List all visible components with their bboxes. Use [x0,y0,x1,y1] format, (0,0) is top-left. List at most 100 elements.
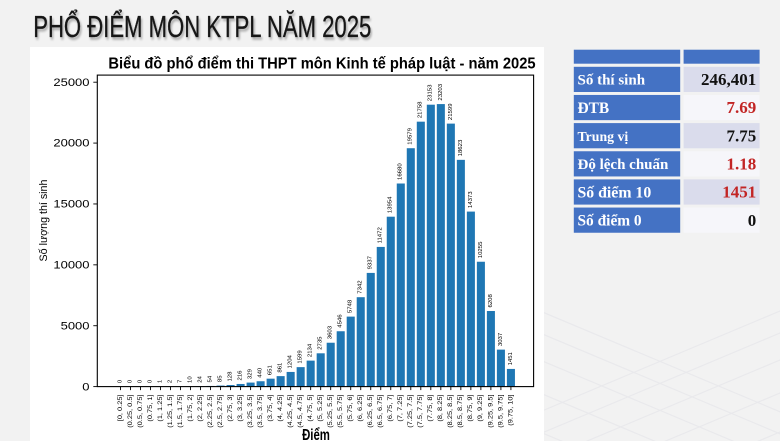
svg-text:(6.25, 6.5]: (6.25, 6.5] [368,394,374,427]
svg-text:(4, 4.25]: (4, 4.25] [277,394,283,421]
svg-text:(6, 6.25]: (6, 6.25] [358,394,364,421]
svg-text:21599: 21599 [448,103,454,120]
svg-text:5748: 5748 [348,300,354,313]
svg-text:(7.5, 7.75]: (7.5, 7.75] [418,394,424,427]
svg-text:ĐTB: ĐTB [578,100,610,117]
svg-text:(6.5, 6.75]: (6.5, 6.75] [378,394,384,427]
svg-text:1: 1 [158,380,164,383]
svg-text:19579: 19579 [408,128,414,145]
svg-text:1.18: 1.18 [727,154,757,173]
svg-text:18623: 18623 [458,140,464,157]
svg-text:2134: 2134 [308,344,314,357]
svg-text:(9.75, 10]: (9.75, 10] [508,394,514,425]
svg-text:(5.75, 6]: (5.75, 6] [348,394,354,421]
svg-text:Số lượng thí sinh: Số lượng thí sinh [38,180,50,262]
svg-text:(2.5, 2.75]: (2.5, 2.75] [217,394,223,427]
svg-text:(1.25, 1.5]: (1.25, 1.5] [167,394,173,427]
svg-text:329: 329 [248,369,254,379]
svg-text:(1.5, 1.75]: (1.5, 1.75] [177,394,183,427]
svg-text:861: 861 [278,363,284,373]
svg-text:651: 651 [268,365,274,375]
svg-text:(9.25, 9.5]: (9.25, 9.5] [488,394,494,427]
svg-text:13954: 13954 [388,197,394,214]
svg-text:(9, 9.25]: (9, 9.25] [478,394,484,421]
svg-text:0: 0 [748,211,757,230]
svg-text:0: 0 [128,380,134,383]
svg-text:(7.25, 7.5]: (7.25, 7.5] [408,394,414,427]
svg-text:246,401: 246,401 [701,70,756,89]
svg-text:6208: 6208 [488,294,494,307]
svg-text:3603: 3603 [328,326,334,339]
svg-text:PHỔ ĐIỂM MÔN KTPL NĂM 2025: PHỔ ĐIỂM MÔN KTPL NĂM 2025 [33,10,371,44]
svg-text:10: 10 [188,376,194,383]
svg-text:2: 2 [168,380,174,383]
svg-text:(2.75, 3]: (2.75, 3] [227,394,233,421]
svg-text:0: 0 [82,380,90,393]
svg-text:0: 0 [118,380,124,383]
svg-text:Biểu đồ phổ điểm thi THPT môn: Biểu đồ phổ điểm thi THPT môn Kinh tế ph… [108,55,536,73]
svg-text:Trung vị: Trung vị [578,129,629,144]
svg-text:(1, 1.25]: (1, 1.25] [157,394,163,421]
svg-text:(2.25, 2.5]: (2.25, 2.5] [207,394,213,427]
svg-text:23153: 23153 [428,85,434,102]
svg-text:20000: 20000 [53,137,89,150]
svg-text:1451: 1451 [508,352,514,365]
svg-text:7.69: 7.69 [727,98,757,117]
svg-text:128: 128 [228,372,234,382]
svg-text:(1.75, 2]: (1.75, 2] [187,394,193,421]
svg-text:21758: 21758 [418,102,424,119]
svg-text:0: 0 [138,380,144,383]
svg-text:440: 440 [258,368,264,378]
svg-text:24: 24 [198,376,204,383]
svg-text:1204: 1204 [288,355,294,368]
svg-text:(7, 7.25]: (7, 7.25] [398,394,404,421]
svg-text:1451: 1451 [722,183,756,202]
svg-text:1599: 1599 [298,350,304,363]
svg-text:Độ lệch chuẩn: Độ lệch chuẩn [578,157,670,173]
svg-text:Số thí sinh: Số thí sinh [578,73,646,89]
svg-text:(6.75, 7]: (6.75, 7] [388,394,394,421]
svg-text:216: 216 [238,370,244,380]
svg-text:[0, 0.25]: [0, 0.25] [117,394,123,421]
svg-text:(9.5, 9.75]: (9.5, 9.75] [498,394,504,427]
svg-text:10255: 10255 [478,242,484,259]
svg-text:(4.5, 4.75]: (4.5, 4.75] [297,394,303,427]
svg-text:(2, 2.25]: (2, 2.25] [197,394,203,421]
svg-text:Điểm: Điểm [302,425,330,441]
svg-text:3037: 3037 [498,333,504,346]
svg-text:(8, 8.25]: (8, 8.25] [438,394,444,421]
svg-text:(3.25, 3.5]: (3.25, 3.5] [247,394,253,427]
svg-text:Số điểm 0: Số điểm 0 [578,212,642,229]
svg-text:54: 54 [208,376,214,383]
svg-text:(5, 5.25]: (5, 5.25] [318,394,324,421]
svg-text:11472: 11472 [378,227,384,243]
svg-text:14373: 14373 [468,191,474,208]
svg-text:(4.75, 5]: (4.75, 5] [307,394,313,421]
svg-text:23203: 23203 [438,84,444,101]
svg-text:7342: 7342 [358,280,364,293]
svg-text:85: 85 [218,375,224,382]
svg-text:(3.75, 4]: (3.75, 4] [267,394,273,421]
svg-text:2735: 2735 [318,336,324,349]
svg-text:5000: 5000 [61,319,90,332]
svg-text:Số điểm 10: Số điểm 10 [578,184,652,201]
svg-text:0: 0 [148,380,154,383]
svg-text:(7.75, 8]: (7.75, 8] [428,394,434,421]
svg-text:(0.25, 0.5]: (0.25, 0.5] [127,394,133,427]
svg-text:4546: 4546 [338,314,344,327]
svg-text:(8.5, 8.75]: (8.5, 8.75] [458,394,464,427]
svg-text:(3.5, 3.75]: (3.5, 3.75] [257,394,263,427]
svg-text:(4.25, 4.5]: (4.25, 4.5] [287,394,293,427]
svg-text:(3, 3.25]: (3, 3.25] [237,394,243,421]
svg-text:(8.25, 8.5]: (8.25, 8.5] [448,394,454,427]
svg-text:25000: 25000 [53,76,89,89]
svg-text:(0.75, 1]: (0.75, 1] [147,394,153,421]
svg-text:7: 7 [178,380,184,383]
svg-text:7.75: 7.75 [727,126,757,145]
svg-text:15000: 15000 [53,198,89,211]
svg-text:(5.5, 5.75]: (5.5, 5.75] [338,394,344,427]
svg-text:16680: 16680 [398,163,404,180]
svg-text:(0.5, 0.75]: (0.5, 0.75] [137,394,143,427]
svg-text:10000: 10000 [53,258,89,271]
svg-text:(5.25, 5.5]: (5.25, 5.5] [328,394,334,427]
